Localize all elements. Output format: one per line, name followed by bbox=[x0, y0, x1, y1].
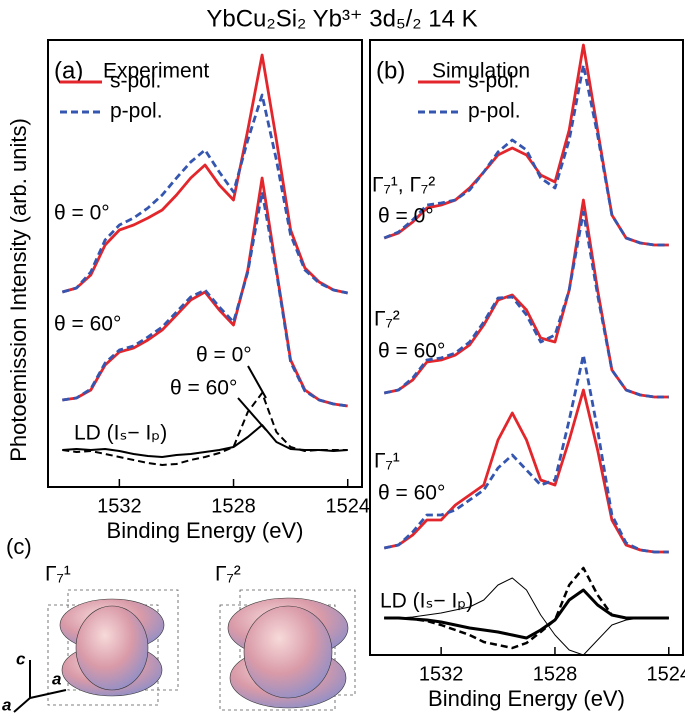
panel-label: (b) bbox=[376, 57, 405, 84]
legend-label: p-pol. bbox=[110, 100, 163, 123]
annotation: Γ₇² bbox=[374, 308, 400, 331]
annotation: θ = 0° bbox=[54, 202, 110, 225]
orbital-2-shape bbox=[227, 597, 349, 709]
panel-c: (c) Γ₇¹ Γ₇² c a a bbox=[2, 534, 356, 714]
spectrum-line bbox=[383, 388, 669, 554]
spectrum-line bbox=[61, 93, 348, 295]
legend-label: s-pol. bbox=[468, 70, 519, 93]
x-tick-label: 1532 bbox=[97, 495, 142, 517]
panel-title: Experiment bbox=[103, 60, 209, 83]
crystal-axes bbox=[13, 660, 67, 713]
figure-title: YbCu₂Si₂ Yb³⁺ 3d₅/₂ 14 K bbox=[206, 5, 477, 32]
orbital-1-shape bbox=[59, 598, 165, 697]
x-tick-label: 1528 bbox=[211, 495, 256, 517]
spectrum-line bbox=[383, 353, 669, 554]
spectrum-line bbox=[61, 53, 348, 295]
orbital-label: Γ₇¹ bbox=[45, 563, 71, 586]
x-tick-label: 1524 bbox=[647, 663, 685, 685]
plot-frame bbox=[47, 39, 363, 488]
spectrum-line bbox=[384, 566, 669, 650]
spectrum-line bbox=[383, 63, 669, 247]
annotation-pointer bbox=[247, 365, 267, 399]
plot-frame bbox=[369, 39, 684, 656]
annotation: Γ₇¹ bbox=[374, 450, 400, 473]
spectrum-line bbox=[62, 424, 348, 458]
y-axis-label: Photoemission Intensity (arb. units) bbox=[6, 118, 31, 462]
spectrum-line bbox=[383, 198, 669, 399]
panel-label: (c) bbox=[6, 534, 32, 559]
annotation-pointer bbox=[237, 397, 267, 431]
x-axis-label: Binding Energy (eV) bbox=[107, 518, 304, 543]
panel-label: (a) bbox=[54, 57, 83, 84]
annotation: LD (Iₛ− Iₚ) bbox=[74, 422, 167, 445]
annotation: θ = 60° bbox=[170, 377, 237, 400]
spectrum-line bbox=[62, 190, 348, 408]
annotation: θ = 0° bbox=[378, 205, 434, 228]
annotation: Γ₇¹, Γ₇² bbox=[372, 174, 435, 197]
axis-letter: a bbox=[52, 669, 61, 688]
axis-letter: a bbox=[2, 695, 11, 714]
annotation: LD (Iₛ− Iₚ) bbox=[380, 590, 473, 613]
spectrum-line bbox=[383, 210, 669, 399]
legend-label: s-pol. bbox=[110, 70, 161, 93]
orbital-label: Γ₇² bbox=[215, 563, 241, 586]
x-tick-label: 1532 bbox=[419, 663, 464, 685]
axis-letter: c bbox=[16, 649, 26, 668]
annotation: θ = 60° bbox=[378, 340, 445, 363]
spectrum-line bbox=[384, 577, 669, 656]
legend-label: p-pol. bbox=[468, 100, 521, 123]
x-axis-label: Binding Energy (eV) bbox=[428, 686, 625, 711]
x-tick-label: 1528 bbox=[533, 663, 578, 685]
x-tick-label: 1524 bbox=[325, 495, 370, 517]
annotation: θ = 60° bbox=[54, 313, 121, 336]
annotation: θ = 0° bbox=[196, 344, 252, 367]
annotation: θ = 60° bbox=[378, 482, 445, 505]
panel-title: Simulation bbox=[432, 60, 530, 83]
